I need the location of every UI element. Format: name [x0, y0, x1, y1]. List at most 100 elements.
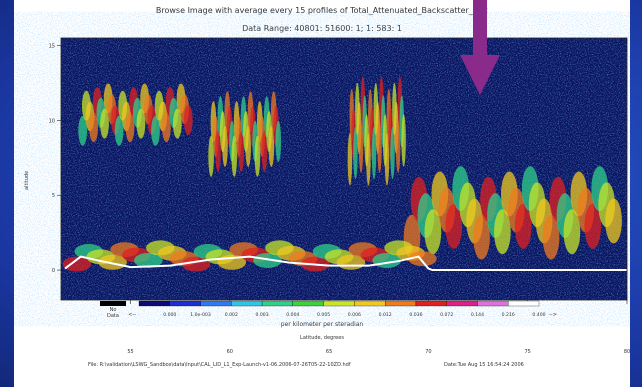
colorbar-swatch	[231, 300, 263, 307]
feature-blob	[605, 198, 622, 244]
feature-blob	[358, 120, 364, 173]
colorbar-swatch	[508, 300, 540, 307]
x-tick-label: 55	[127, 349, 133, 355]
colorbar-swatch	[354, 300, 386, 307]
colorbar-swatch	[323, 300, 355, 307]
feature-blob	[136, 108, 146, 139]
feature-blob	[377, 120, 382, 173]
feature-blob	[78, 115, 88, 146]
colorbar-swatch	[138, 300, 170, 307]
feature-blob	[238, 130, 245, 172]
colorbar-label: 0.003	[255, 312, 268, 318]
annotation-arrow	[460, 0, 500, 95]
feature-blob	[445, 203, 463, 249]
colorbar-label: 0.012	[379, 312, 392, 318]
colorbar-label: 0.004	[286, 312, 299, 318]
x-tick-label: 60	[227, 349, 233, 355]
feature-blob	[395, 120, 401, 173]
feature-blob	[384, 133, 390, 186]
feature-blob	[494, 209, 511, 255]
plot-frame	[60, 37, 628, 301]
feature-blob	[98, 254, 127, 270]
colorbar-swatch	[261, 300, 293, 307]
feature-blob	[208, 135, 214, 177]
colorbar-label: 0.216	[502, 312, 515, 318]
feature-cirrus	[78, 83, 193, 146]
feature-blob	[353, 126, 358, 180]
feature-blob	[151, 115, 160, 146]
colorbar-label: 0.002	[225, 312, 238, 318]
feature-surface-layer	[62, 240, 437, 272]
colorbar-swatch	[415, 300, 447, 307]
feature-blob	[89, 112, 98, 143]
chart-subtitle: Data Range: 40801: 51600: 1; 1: 583: 1	[242, 24, 402, 33]
x-tick-label: 70	[425, 349, 431, 355]
feature-blob	[245, 125, 251, 167]
browse-image: Browse Image with average every 15 profi…	[14, 0, 630, 387]
feature-blob	[542, 214, 560, 260]
feature-blob	[215, 130, 221, 172]
footer-date: Date:Tue Aug 15 16:54:24 2006	[444, 362, 524, 368]
colorbar-label: 0.006	[348, 312, 361, 318]
feature-blob	[584, 203, 602, 249]
x-tick-label: 65	[326, 349, 332, 355]
x-tick-label: 80	[624, 349, 630, 355]
colorbar-label: 0.036	[409, 312, 422, 318]
feature-blob	[114, 115, 124, 146]
y-tick-label: 5	[52, 193, 55, 199]
feature-blob	[275, 120, 282, 163]
feature-blob	[563, 209, 581, 255]
feature-blob	[514, 203, 532, 249]
y-tick-label: 10	[49, 118, 55, 124]
feature-blob	[172, 108, 182, 139]
feature-blob	[62, 256, 92, 272]
surface-line	[64, 255, 627, 272]
feature-blob	[390, 126, 395, 180]
colorbar-units: per kilometer per steradian	[280, 321, 364, 328]
colorbar-nodata-swatch	[100, 301, 126, 306]
feature-blob	[222, 125, 228, 167]
feature-blob	[134, 252, 163, 268]
colorbar-label: 1.0e-003	[190, 312, 211, 318]
x-tick-label: 75	[525, 349, 531, 355]
feature-blob	[261, 130, 268, 172]
feature-blob	[366, 133, 371, 186]
feature-blob	[253, 252, 282, 268]
feature-blob	[183, 105, 193, 136]
chart-title: Browse Image with average every 15 profi…	[155, 6, 489, 15]
colorbar-swatch	[385, 300, 417, 307]
feature-blob	[424, 209, 442, 255]
feature-blob	[347, 133, 353, 186]
colorbar-less-label: <--	[128, 312, 136, 318]
colorbar-label: 0.144	[471, 312, 484, 318]
feature-blob	[254, 135, 261, 177]
feature-blob	[268, 125, 275, 167]
feature-blob	[100, 108, 109, 139]
colorbar-label: 0.400	[532, 312, 545, 318]
colorbar-label: 0.005	[317, 312, 330, 318]
colorbar-nodata-label: No	[110, 307, 117, 313]
footer-file: File: R:\validation\LSWG_Sandbox\data\In…	[88, 362, 351, 368]
colorbar-label: 0.000	[163, 312, 176, 318]
colorbar-swatch	[477, 300, 509, 307]
x-axis-label: Latitude, degrees	[300, 335, 344, 341]
y-tick-label: 0	[52, 268, 55, 274]
feature-blob	[231, 135, 238, 177]
colorbar-swatch	[446, 300, 478, 307]
feature-cirrus	[347, 76, 406, 186]
colorbar-swatch	[292, 300, 324, 307]
feature-blob	[408, 251, 437, 267]
colorbar-swatch	[200, 300, 232, 307]
feature-blob	[401, 114, 406, 167]
colorbar-label: 0.072	[440, 312, 453, 318]
colorbar-more-label: -->	[549, 312, 557, 318]
colorbar-swatch	[169, 300, 201, 307]
feature-blob	[125, 112, 135, 143]
feature-blob	[473, 214, 490, 260]
feature-blob	[162, 112, 171, 143]
y-tick-label: 15	[49, 43, 55, 49]
colorbar-nodata-label: Data	[107, 313, 119, 319]
feature-blob	[371, 126, 377, 180]
feature-cirrus	[208, 91, 282, 177]
